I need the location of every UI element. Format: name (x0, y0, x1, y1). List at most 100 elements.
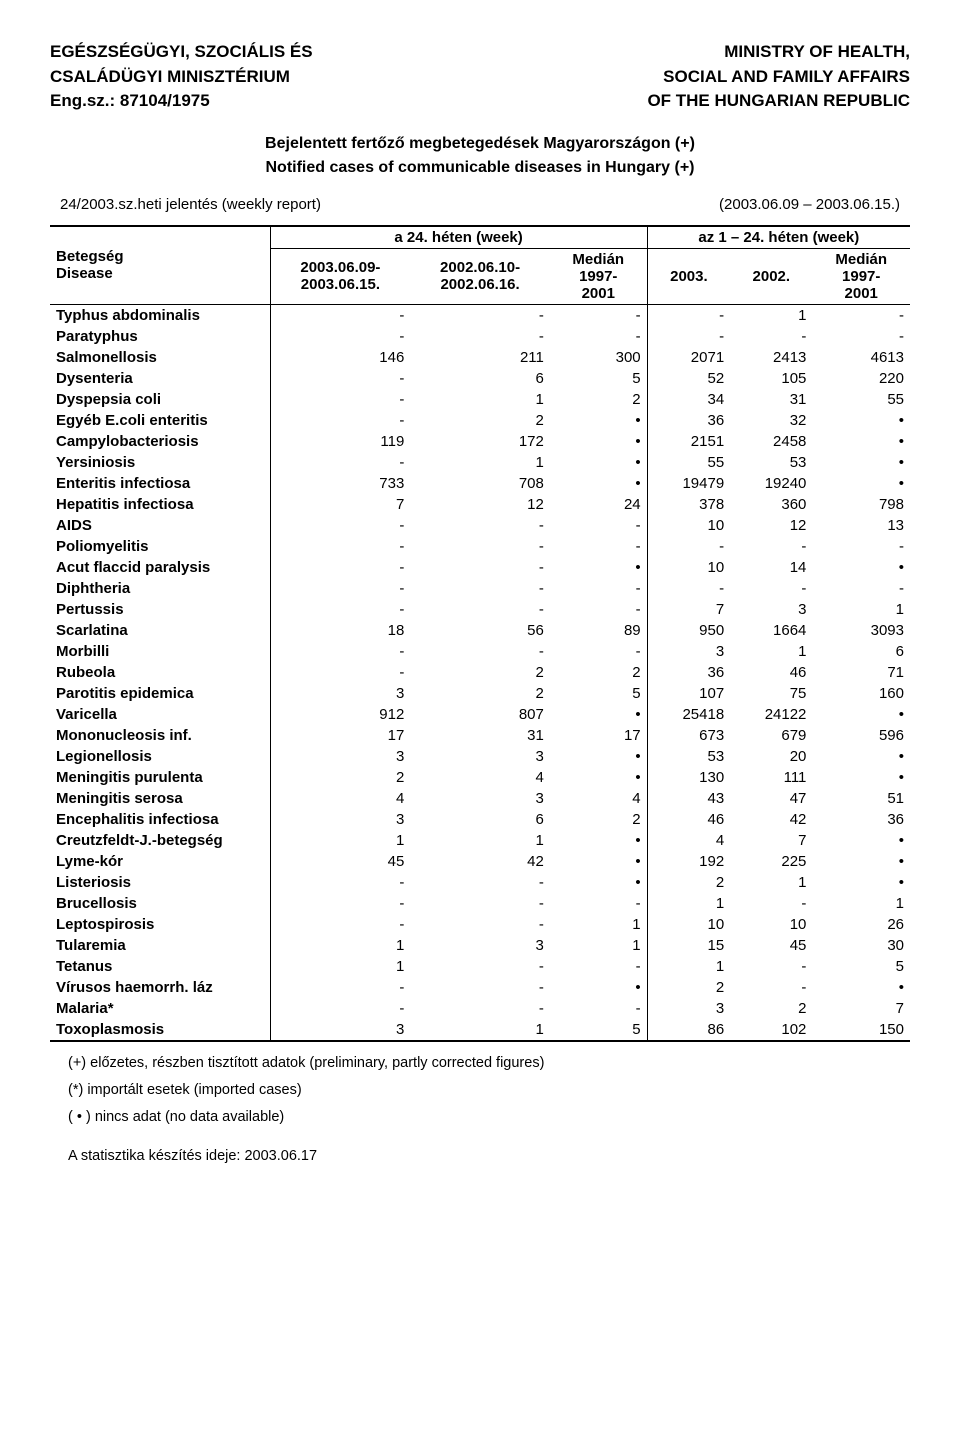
cell-value: 20 (730, 746, 812, 767)
cell-value: 1 (812, 599, 910, 620)
disease-name: Dyspepsia coli (50, 389, 270, 410)
cell-value: - (647, 536, 730, 557)
cell-value: 19240 (730, 473, 812, 494)
cell-value: 1 (812, 893, 910, 914)
cell-value: - (410, 578, 550, 599)
disease-name: Hepatitis infectiosa (50, 494, 270, 515)
cell-value: 4 (410, 767, 550, 788)
table-row: Scarlatina18568995016643093 (50, 620, 910, 641)
footer: A statisztika készítés ideje: 2003.06.17 (50, 1148, 910, 1164)
cell-value: 300 (550, 347, 647, 368)
header-right-line: SOCIAL AND FAMILY AFFAIRS (647, 65, 910, 90)
cell-value: 130 (647, 767, 730, 788)
table-row: Poliomyelitis------ (50, 536, 910, 557)
cell-value: - (410, 536, 550, 557)
cell-value: - (410, 998, 550, 1019)
cell-value: - (550, 641, 647, 662)
title-line: Notified cases of communicable diseases … (50, 156, 910, 180)
cell-value: 31 (410, 725, 550, 746)
cell-value: • (550, 452, 647, 473)
table-row: Leptospirosis--1101026 (50, 914, 910, 935)
report-left: 24/2003.sz.heti jelentés (weekly report) (60, 196, 321, 213)
disease-name: Toxoplasmosis (50, 1019, 270, 1041)
table-row: Parotitis epidemica32510775160 (50, 683, 910, 704)
cell-value: 6 (812, 641, 910, 662)
title-line: Bejelentett fertőző megbetegedések Magya… (50, 132, 910, 156)
cell-value: 2 (647, 977, 730, 998)
disease-name: Enteritis infectiosa (50, 473, 270, 494)
cell-value: 807 (410, 704, 550, 725)
table-row: Hepatitis infectiosa71224378360798 (50, 494, 910, 515)
cell-value: 55 (647, 452, 730, 473)
table-row: Diphtheria------ (50, 578, 910, 599)
cell-value: • (812, 452, 910, 473)
cell-value: - (647, 578, 730, 599)
cell-value: - (812, 304, 910, 326)
table-row: Salmonellosis146211300207124134613 (50, 347, 910, 368)
table-body: Typhus abdominalis----1-Paratyphus------… (50, 304, 910, 1041)
report-info: 24/2003.sz.heti jelentés (weekly report)… (50, 196, 910, 213)
cell-value: - (410, 893, 550, 914)
cell-value: - (410, 641, 550, 662)
table-row: Varicella912807•2541824122• (50, 704, 910, 725)
cell-value: - (270, 368, 410, 389)
disease-name: Scarlatina (50, 620, 270, 641)
cell-value: 7 (647, 599, 730, 620)
table-row: Brucellosis---1-1 (50, 893, 910, 914)
disease-name: Varicella (50, 704, 270, 725)
cell-value: - (270, 304, 410, 326)
col-header: 2003. (647, 248, 730, 304)
cell-value: 5 (550, 368, 647, 389)
cell-value: 2 (270, 767, 410, 788)
cell-value: 160 (812, 683, 910, 704)
disease-name: Listeriosis (50, 872, 270, 893)
cell-value: 42 (730, 809, 812, 830)
cell-value: - (410, 914, 550, 935)
disease-name: Pertussis (50, 599, 270, 620)
cell-value: 31 (730, 389, 812, 410)
cell-value: 2 (730, 998, 812, 1019)
cell-value: - (270, 641, 410, 662)
cell-value: - (270, 452, 410, 473)
cell-value: • (550, 431, 647, 452)
table-row: Typhus abdominalis----1- (50, 304, 910, 326)
cell-value: 3 (270, 809, 410, 830)
cell-value: 24 (550, 494, 647, 515)
cell-value: 2 (647, 872, 730, 893)
cell-value: 2 (550, 809, 647, 830)
cell-value: • (812, 473, 910, 494)
cell-value: 36 (647, 662, 730, 683)
cell-value: - (270, 410, 410, 431)
table-row: Pertussis---731 (50, 599, 910, 620)
cell-value: - (812, 578, 910, 599)
cell-value: 36 (812, 809, 910, 830)
disease-name: Salmonellosis (50, 347, 270, 368)
header-left-line: CSALÁDÜGYI MINISZTÉRIUM (50, 65, 313, 90)
cell-value: • (550, 767, 647, 788)
disease-name: Morbilli (50, 641, 270, 662)
col-header: 2003.06.09-2003.06.15. (270, 248, 410, 304)
table-row: Vírusos haemorrh. láz--•2-• (50, 977, 910, 998)
cell-value: 12 (410, 494, 550, 515)
cell-value: - (410, 515, 550, 536)
header-left-line: Eng.sz.: 87104/1975 (50, 89, 313, 114)
cell-value: 10 (647, 515, 730, 536)
cell-value: 25418 (647, 704, 730, 725)
cell-value: 4 (550, 788, 647, 809)
cell-value: - (730, 956, 812, 977)
cell-value: • (812, 557, 910, 578)
cell-value: 5 (812, 956, 910, 977)
table-row: Tetanus1--1-5 (50, 956, 910, 977)
cell-value: • (812, 746, 910, 767)
cell-value: • (550, 746, 647, 767)
cell-value: 1 (730, 872, 812, 893)
cell-value: 7 (270, 494, 410, 515)
cell-value: • (812, 872, 910, 893)
disease-name: Meningitis purulenta (50, 767, 270, 788)
cell-value: 53 (647, 746, 730, 767)
cell-value: - (647, 326, 730, 347)
cell-value: 1 (730, 304, 812, 326)
cell-value: 14 (730, 557, 812, 578)
cell-value: 55 (812, 389, 910, 410)
cell-value: 912 (270, 704, 410, 725)
